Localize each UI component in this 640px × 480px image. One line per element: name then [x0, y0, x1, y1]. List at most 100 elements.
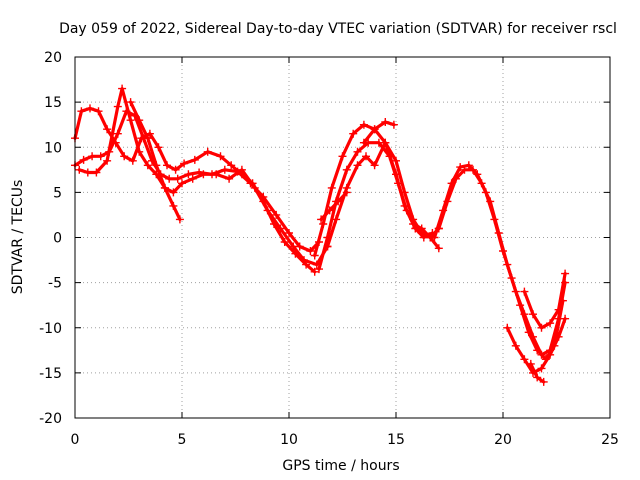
data-point-marker [165, 174, 174, 183]
data-point-marker [173, 174, 182, 183]
data-point-marker [199, 170, 208, 179]
data-point-marker [178, 179, 186, 188]
data-point-marker [96, 152, 105, 161]
data-point-marker [118, 84, 127, 93]
data-point-marker [561, 269, 570, 278]
data-point-marker [126, 98, 135, 107]
data-point-marker [280, 238, 289, 246]
y-tick-label: 0 [53, 231, 62, 247]
data-point-marker [103, 156, 112, 165]
data-point-marker [417, 229, 426, 237]
data-point-marker [180, 159, 189, 168]
data-point-marker [169, 188, 178, 197]
grid-lines [75, 57, 610, 418]
data-point-marker [113, 129, 122, 138]
data-point-marker [529, 310, 537, 319]
data-point-marker [152, 161, 161, 170]
data-point-marker [434, 224, 443, 233]
data-point-marker [334, 197, 343, 206]
data-point-marker [92, 168, 101, 177]
data-point-marker [537, 323, 546, 332]
data-point-marker [342, 188, 351, 197]
data-point-marker [477, 179, 486, 188]
data-point-marker [533, 373, 542, 382]
data-point-marker [381, 118, 390, 126]
data-point-marker [250, 183, 259, 192]
data-point-marker [175, 215, 184, 224]
data-point-marker [511, 341, 520, 350]
data-point-marker [75, 165, 84, 174]
satellite-track-1 [73, 106, 317, 274]
data-point-marker [456, 163, 465, 172]
data-point-marker [154, 143, 163, 152]
chart-title: Day 059 of 2022, Sidereal Day-to-day VTE… [59, 21, 617, 37]
data-point-marker [135, 147, 144, 156]
data-point-marker [392, 156, 400, 165]
data-point-marker [389, 120, 398, 129]
y-tick-label: 5 [53, 185, 62, 201]
data-point-marker [537, 364, 546, 373]
data-point-marker [227, 161, 236, 170]
y-tick-label: -5 [48, 276, 62, 292]
y-tick-label: -15 [39, 366, 62, 382]
data-point-marker [216, 152, 225, 161]
y-tick-label: 10 [44, 140, 62, 156]
data-point-marker [315, 265, 323, 274]
data-point-marker [520, 310, 529, 319]
data-point-marker [546, 350, 555, 359]
data-point-marker [306, 247, 315, 255]
x-tick-label: 5 [178, 432, 187, 448]
data-point-marker [163, 161, 171, 170]
data-point-marker [184, 170, 193, 179]
data-point-marker [126, 116, 135, 125]
data-point-marker [171, 165, 180, 174]
data-point-marker [342, 165, 351, 174]
data-point-marker [276, 224, 285, 233]
data-point-marker [188, 174, 197, 183]
data-point-marker [362, 152, 370, 161]
data-point-marker [300, 256, 308, 265]
data-point-marker [430, 233, 439, 242]
satellite-track-11 [437, 168, 567, 357]
x-tick-label: 0 [71, 432, 80, 448]
x-tick-label: 15 [387, 432, 405, 448]
x-tick-label: 20 [494, 432, 512, 448]
data-point-marker [237, 165, 246, 174]
data-point-marker [88, 152, 97, 161]
y-tick-label: -10 [39, 321, 62, 337]
data-point-marker [310, 251, 319, 260]
data-point-marker [451, 174, 460, 183]
data-point-marker [323, 242, 332, 251]
data-point-marker [113, 102, 122, 111]
data-point-marker [359, 138, 368, 147]
data-point-marker [353, 147, 362, 156]
data-point-marker [520, 355, 529, 364]
data-point-marker [511, 287, 520, 296]
data-point-marker [460, 165, 469, 174]
data-point-marker [400, 188, 409, 197]
data-point-marker [537, 350, 546, 359]
data-point-marker [409, 215, 418, 224]
data-point-marker [529, 332, 537, 341]
data-point-marker [212, 170, 221, 179]
data-point-marker [359, 120, 368, 129]
data-point-marker [317, 215, 326, 224]
data-point-marker [169, 201, 178, 210]
data-point-marker [128, 156, 137, 165]
data-point-marker [79, 155, 88, 164]
data-point-marker [263, 206, 272, 215]
plot-frame [74, 56, 611, 419]
satellite-track-9 [362, 120, 396, 145]
y-tick-label: 15 [44, 95, 62, 111]
data-point-marker [103, 125, 112, 134]
data-point-marker [349, 129, 358, 138]
data-point-marker [160, 183, 169, 192]
data-point-marker [554, 305, 563, 314]
data-point-marker [469, 165, 477, 174]
data-point-marker [464, 161, 473, 170]
data-point-marker [503, 260, 512, 269]
data-point-marker [203, 147, 212, 156]
data-point-marker [381, 138, 390, 147]
x-tick-label: 25 [601, 432, 619, 448]
